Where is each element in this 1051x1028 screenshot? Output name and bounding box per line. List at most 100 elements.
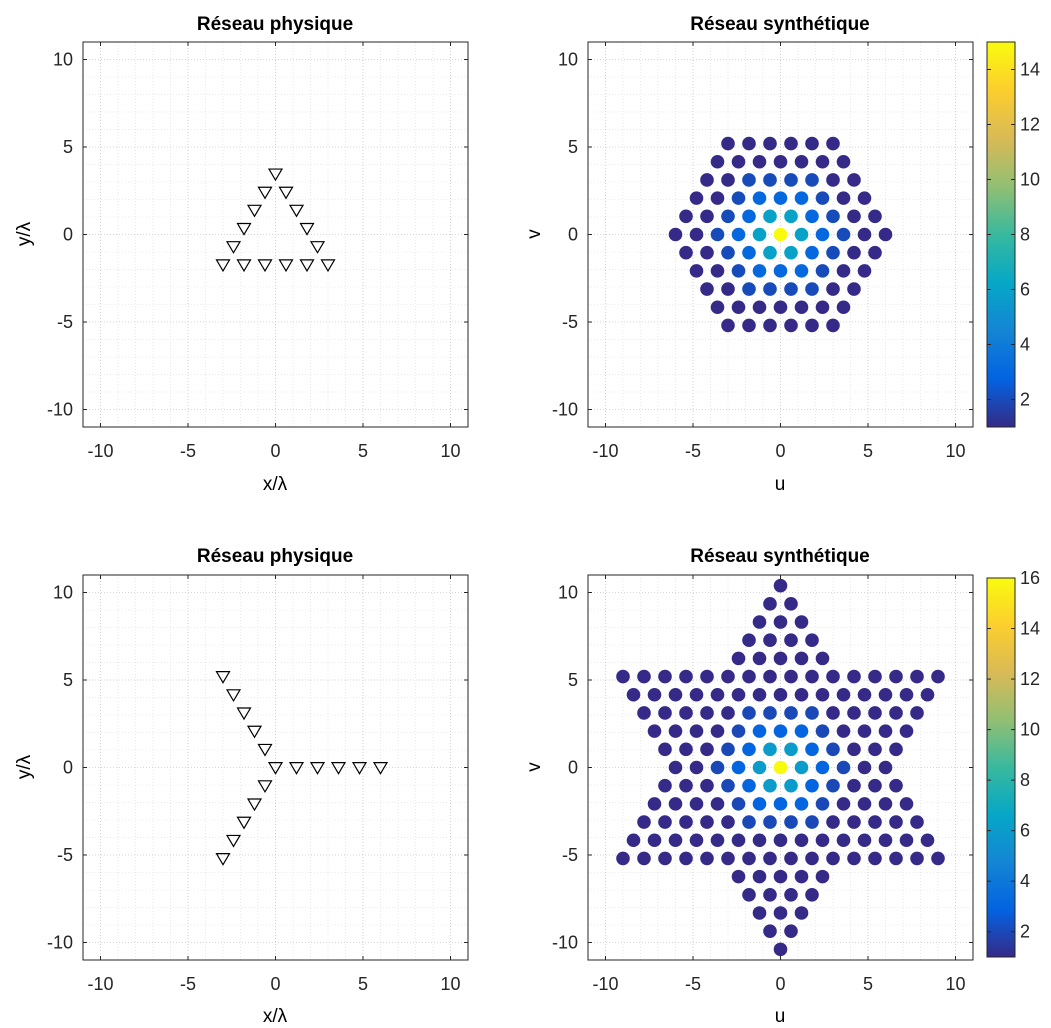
baseline-point [815,651,830,666]
baseline-point [700,851,714,866]
baseline-point [889,706,903,720]
baseline-point [794,869,809,884]
baseline-point [805,282,819,296]
baseline-point [679,778,693,793]
baseline-point [752,797,767,811]
x-tick-label: 10 [945,441,965,461]
baseline-point [721,136,735,151]
baseline-point [721,318,735,333]
baseline-point [721,778,735,793]
colorbar-tick-label: 8 [1020,225,1030,245]
baseline-point [700,742,714,757]
baseline-point [847,851,861,866]
baseline-point [710,191,725,205]
antenna-marker [236,259,252,273]
colorbar: 2 4 6 8 10 12 14 [986,41,1040,428]
baseline-point [679,209,693,224]
x-tick-label: 5 [863,441,873,461]
baseline-point [794,724,809,738]
baseline-point [784,209,798,224]
x-tick-label: -5 [180,441,196,461]
baseline-point [847,778,861,793]
baseline-point [731,264,746,278]
y-tick-label: 5 [63,670,73,690]
baseline-point [721,815,735,829]
colorbar-tick-label: 8 [1020,770,1030,790]
baseline-point [836,760,851,775]
baseline-point [784,597,798,611]
y-axis-label: v [524,762,545,772]
baseline-point [826,778,840,793]
baseline-point [721,173,735,187]
baseline-point [784,669,798,684]
baseline-point [752,869,767,884]
baseline-point [689,760,704,775]
x-tick-label: -5 [685,974,701,994]
baseline-point [742,778,756,793]
antenna-marker [257,743,273,757]
baseline-point [794,154,809,169]
baseline-point [752,154,767,169]
baseline-point [889,778,903,793]
baseline-point [889,815,903,829]
baseline-point [721,209,735,224]
data-markers [215,671,389,866]
baseline-point [826,318,840,333]
x-axis-label: u [775,474,786,495]
baseline-point [815,300,830,315]
baseline-point [805,136,819,151]
antenna-marker [225,241,242,254]
baseline-point [794,264,809,278]
baseline-point [700,669,714,684]
y-tick-label: 0 [568,758,578,778]
baseline-point [773,154,788,169]
baseline-point [731,300,746,315]
baseline-point [784,778,798,793]
baseline-point [920,687,935,702]
baseline-point [805,173,819,187]
x-tick-label: 0 [775,974,785,994]
baseline-point [773,869,788,884]
baseline-point [700,815,714,829]
baseline-point [637,851,651,866]
baseline-point [731,191,746,205]
baseline-point [637,669,651,684]
x-tick-label: 5 [358,974,368,994]
antenna-marker [309,762,326,775]
baseline-point [647,687,662,702]
baseline-point [752,833,767,848]
baseline-point [710,264,725,278]
plot-area: -10 -5 0 5 10 -10 -5 0 5 10 [552,574,974,994]
baseline-point [794,191,809,205]
baseline-point [773,906,788,920]
x-tick-label: -10 [592,441,618,461]
baseline-point [805,669,819,684]
x-tick-label: 5 [863,974,873,994]
baseline-point [668,227,683,242]
baseline-point [763,778,777,793]
y-tick-label: -5 [562,845,578,865]
baseline-point [805,815,819,829]
baseline-point [763,136,777,151]
baseline-point [805,209,819,224]
baseline-point [784,282,798,296]
baseline-point [700,245,714,260]
baseline-point [805,706,819,720]
baseline-point [731,760,746,775]
baseline-point [826,669,840,684]
baseline-point [668,833,683,848]
antenna-marker [236,222,252,236]
colorbar-tick-label: 14 [1020,60,1040,80]
baseline-point [847,245,861,260]
baseline-point [899,724,914,738]
baseline-point [721,669,735,684]
y-tick-label: 5 [568,137,578,157]
baseline-point [773,227,788,242]
colorbar-tick-label: 10 [1020,170,1040,190]
baseline-point [752,651,767,666]
baseline-point [752,615,767,629]
baseline-point [826,209,840,224]
baseline-point [836,154,851,169]
baseline-point [847,282,861,296]
